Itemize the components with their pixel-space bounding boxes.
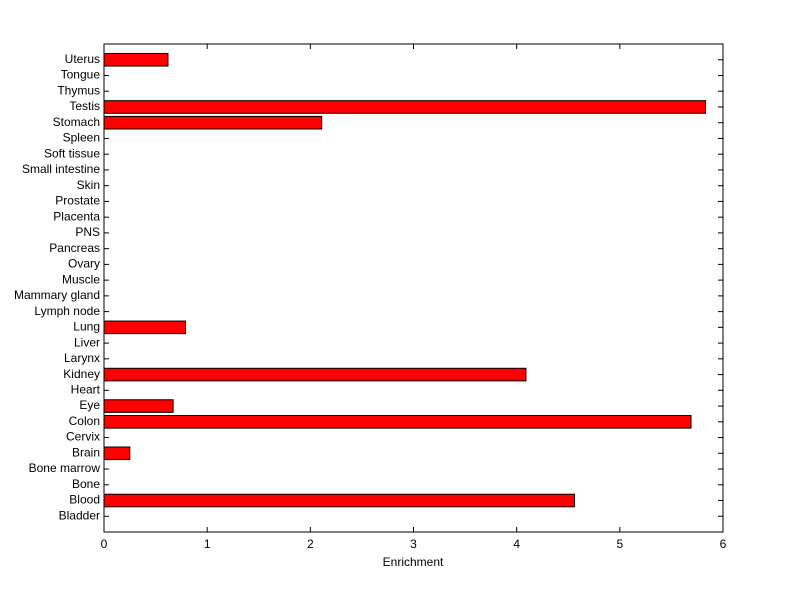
y-tick-label: Pancreas <box>49 241 100 255</box>
y-tick-label: Larynx <box>64 351 100 365</box>
y-tick-label: Eye <box>79 398 100 412</box>
y-tick-label: Muscle <box>62 272 100 286</box>
y-tick-label: Uterus <box>65 52 100 66</box>
x-tick-label: 4 <box>513 537 520 551</box>
y-tick-label: Tongue <box>61 68 101 82</box>
x-tick-label: 0 <box>101 537 108 551</box>
bar <box>103 115 323 130</box>
bar <box>103 367 527 382</box>
y-tick-label: Soft tissue <box>44 146 100 160</box>
y-tick-label: Liver <box>74 335 100 349</box>
x-tick-label: 1 <box>204 537 211 551</box>
y-tick-label: Spleen <box>63 131 100 145</box>
y-tick-label: Mammary gland <box>14 288 100 302</box>
bar <box>103 52 169 67</box>
y-tick-label: Blood <box>69 493 100 507</box>
bar <box>103 493 575 508</box>
x-tick-label: 2 <box>307 537 314 551</box>
x-tick-label: 6 <box>720 537 727 551</box>
y-tick-label: Small intestine <box>22 162 100 176</box>
y-tick-label: Skin <box>77 178 100 192</box>
bar <box>103 100 706 114</box>
y-tick-label: PNS <box>75 225 100 239</box>
y-tick-label: Kidney <box>63 367 100 381</box>
bar <box>103 320 187 335</box>
y-tick-label: Bladder <box>59 508 100 522</box>
y-tick-label: Cervix <box>66 430 100 444</box>
y-tick-label: Bone <box>72 477 100 491</box>
y-tick-label: Colon <box>69 414 100 428</box>
bar <box>103 446 131 461</box>
y-tick-label: Stomach <box>53 115 100 129</box>
y-tick-label: Testis <box>69 99 100 113</box>
x-tick-label: 3 <box>410 537 417 551</box>
y-tick-label: Lymph node <box>34 304 100 318</box>
bar <box>103 399 174 413</box>
y-tick-label: Thymus <box>57 83 100 97</box>
y-tick-label: Heart <box>71 382 101 396</box>
x-tick-label: 5 <box>616 537 623 551</box>
y-tick-label: Ovary <box>68 257 100 271</box>
y-tick-label: Placenta <box>53 209 100 223</box>
x-axis-label: Enrichment <box>383 555 444 569</box>
y-tick-label: Brain <box>72 445 100 459</box>
bar <box>103 415 692 429</box>
y-tick-label: Lung <box>73 320 100 334</box>
y-tick-label: Prostate <box>55 194 100 208</box>
y-tick-label: Bone marrow <box>29 461 101 475</box>
